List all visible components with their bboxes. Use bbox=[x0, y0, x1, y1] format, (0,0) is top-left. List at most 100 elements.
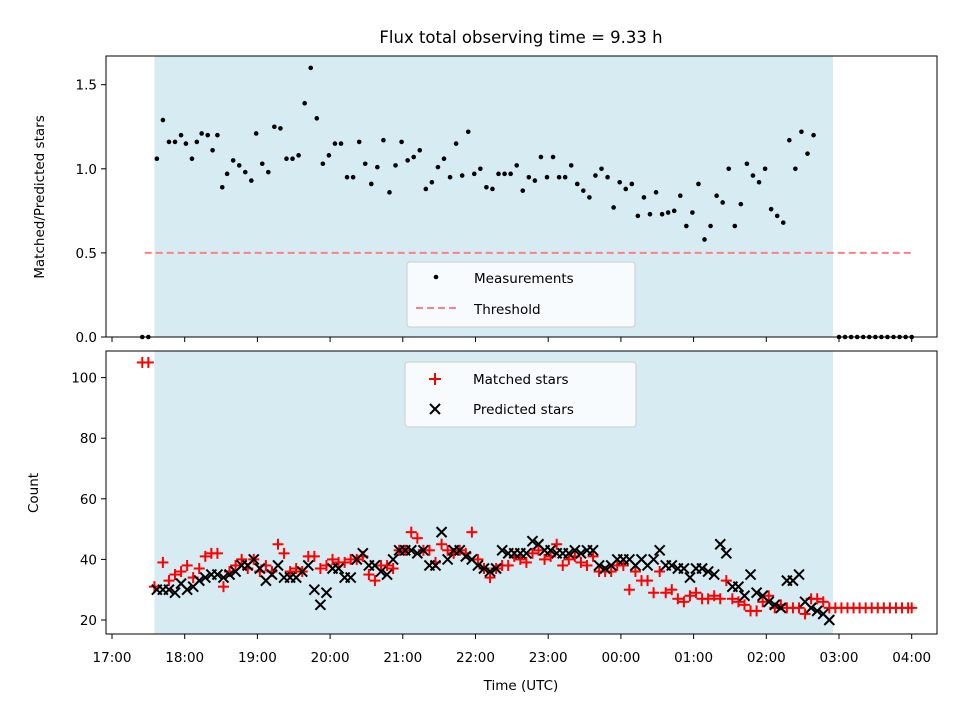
y-tick-label: 20 bbox=[80, 613, 97, 629]
measurement-point bbox=[326, 153, 332, 158]
matched-point bbox=[799, 608, 811, 620]
measurement-point bbox=[183, 141, 189, 146]
matched-point bbox=[157, 556, 169, 568]
predicted-point bbox=[563, 547, 575, 560]
matched-point bbox=[175, 566, 187, 578]
predicted-point bbox=[223, 568, 236, 581]
measurement-point bbox=[787, 137, 792, 143]
matched-point bbox=[714, 593, 726, 605]
matched-point bbox=[617, 559, 629, 571]
matched-point bbox=[660, 587, 672, 599]
matched-point bbox=[817, 596, 829, 608]
measurement-point bbox=[496, 171, 501, 177]
measurement-point bbox=[732, 223, 738, 229]
predicted-point bbox=[593, 559, 605, 572]
predicted-point bbox=[720, 547, 733, 560]
predicted-point bbox=[254, 562, 266, 575]
matched-point bbox=[193, 562, 205, 574]
measurement-point bbox=[249, 178, 254, 183]
measurement-point bbox=[520, 188, 526, 193]
predicted-point bbox=[193, 574, 205, 587]
predicted-point bbox=[472, 559, 484, 572]
measurement-point bbox=[302, 100, 307, 106]
predicted-point bbox=[266, 568, 278, 581]
matched-point bbox=[732, 596, 744, 608]
y-tick-label: 1.0 bbox=[76, 162, 97, 178]
predicted-point bbox=[199, 571, 212, 584]
matched-point bbox=[217, 581, 229, 593]
top-x-ticks bbox=[111, 337, 913, 342]
predicted-point bbox=[217, 571, 230, 584]
y-tick-label: 40 bbox=[80, 552, 97, 568]
matched-point bbox=[423, 544, 435, 556]
measurement-point bbox=[562, 174, 568, 180]
measurement-point bbox=[762, 166, 768, 172]
measurement-point bbox=[278, 126, 283, 131]
measurement-point bbox=[399, 139, 404, 145]
top-legend: Measurements Threshold bbox=[406, 261, 636, 328]
measurement-point bbox=[205, 132, 211, 138]
predicted-point bbox=[211, 568, 224, 581]
measurement-point bbox=[629, 181, 635, 187]
predicted-point bbox=[484, 565, 496, 578]
measurement-point bbox=[441, 156, 447, 162]
measurement-point bbox=[514, 163, 519, 168]
matched-point bbox=[272, 538, 284, 550]
measurement-point bbox=[805, 151, 810, 156]
matched-point bbox=[199, 550, 211, 562]
measurement-point bbox=[344, 174, 350, 180]
measurement-point bbox=[381, 137, 386, 143]
x-tick-label: 03:00 bbox=[820, 650, 859, 666]
x-tick-label: 22:00 bbox=[456, 650, 495, 666]
x-tick-label: 01:00 bbox=[674, 650, 713, 666]
predicted-point bbox=[569, 544, 581, 557]
matched-point bbox=[520, 556, 532, 568]
measurement-point bbox=[532, 178, 538, 183]
matched-point bbox=[369, 575, 381, 587]
matched-point bbox=[551, 538, 563, 550]
matched-point bbox=[314, 562, 326, 574]
measurement-point bbox=[641, 195, 647, 200]
matched-point bbox=[405, 526, 417, 538]
predicted-point bbox=[696, 562, 708, 575]
predicted-point bbox=[314, 599, 327, 611]
y-tick-label: 1.5 bbox=[76, 78, 97, 94]
measurement-point bbox=[236, 163, 242, 168]
matched-point bbox=[387, 562, 399, 574]
measurement-point bbox=[768, 206, 774, 212]
legend-threshold-label: Threshold bbox=[473, 302, 541, 318]
measurement-point bbox=[738, 201, 744, 207]
measurement-point bbox=[611, 205, 616, 210]
predicted-point bbox=[490, 562, 502, 575]
bottom-panel: 20 40 60 80 100 17:00 18:00 19:00 20:00 21:00 22:… bbox=[26, 350, 938, 694]
measurement-point bbox=[659, 211, 665, 217]
x-tick-label: 23:00 bbox=[529, 650, 568, 666]
x-tick-label: 20:00 bbox=[311, 650, 350, 666]
legend-measurements-label: Measurements bbox=[474, 271, 574, 287]
predicted-point bbox=[460, 550, 472, 563]
top-y-axis-label: Matched/Predicted stars bbox=[32, 115, 48, 278]
matched-point bbox=[757, 596, 769, 608]
measurement-point bbox=[581, 188, 586, 193]
measurement-point bbox=[690, 210, 695, 215]
predicted-point bbox=[520, 547, 533, 560]
measurement-point bbox=[362, 161, 368, 167]
predicted-point bbox=[805, 602, 817, 614]
measurement-point bbox=[744, 161, 750, 167]
matched-point bbox=[720, 575, 732, 587]
matched-point bbox=[211, 547, 223, 559]
matched-point bbox=[484, 572, 496, 584]
y-tick-label: 0.0 bbox=[76, 330, 97, 346]
legend-predicted-label: Predicted stars bbox=[473, 402, 574, 418]
matched-point bbox=[539, 553, 551, 565]
measurement-point bbox=[671, 208, 677, 214]
matched-point bbox=[648, 587, 660, 599]
measurement-point bbox=[544, 174, 550, 180]
measurement-point bbox=[490, 186, 495, 192]
measurement-point bbox=[259, 161, 265, 167]
bottom-axes-frame bbox=[105, 350, 938, 635]
matched-point bbox=[163, 575, 175, 587]
matched-point bbox=[672, 593, 684, 605]
matched-point bbox=[514, 553, 526, 565]
bottom-y-axis-label: Count bbox=[26, 473, 42, 513]
